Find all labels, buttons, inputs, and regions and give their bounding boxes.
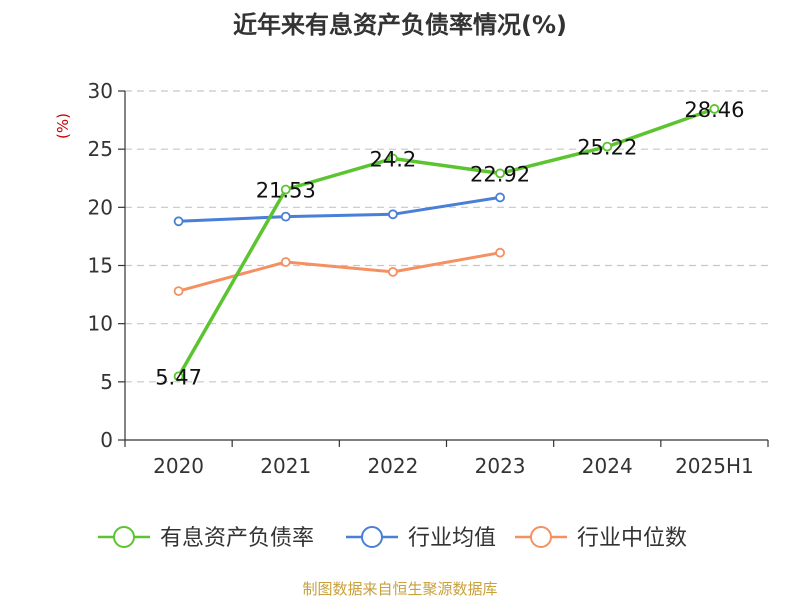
data-point[interactable] <box>388 209 398 220</box>
data-point[interactable] <box>495 247 505 258</box>
data-point[interactable] <box>280 211 291 222</box>
y-tick-label: 10 <box>88 312 113 336</box>
data-label: 25.22 <box>577 136 637 160</box>
y-tick-label: 20 <box>88 195 113 219</box>
data-label: 5.47 <box>155 365 202 389</box>
data-point[interactable] <box>602 141 613 152</box>
y-tick-label: 5 <box>100 370 113 394</box>
x-tick-label: 2020 <box>153 454 204 478</box>
series-line <box>178 251 501 293</box>
legend-label: 有息资产负债率 <box>160 526 314 551</box>
x-tick-label: 2023 <box>475 454 526 478</box>
y-tick-label: 0 <box>100 428 113 452</box>
data-point[interactable] <box>388 153 398 164</box>
data-label: 24.2 <box>370 147 417 171</box>
x-tick-label: 2025H1 <box>675 454 754 478</box>
legend-item-0[interactable]: 有息资产负债率 <box>98 526 314 551</box>
series-1 <box>173 192 505 227</box>
data-point[interactable] <box>280 257 291 267</box>
x-tick-label: 2024 <box>582 454 633 478</box>
data-point[interactable] <box>173 286 184 296</box>
data-point[interactable] <box>173 216 184 227</box>
y-tick-label: 30 <box>88 79 113 103</box>
grid-lines <box>125 90 768 383</box>
data-label: 21.53 <box>256 179 316 203</box>
x-tick-label: 2021 <box>260 454 311 478</box>
data-point[interactable] <box>388 266 398 277</box>
legend-marker <box>113 526 135 548</box>
chart-title: 近年来有息资产负债率情况(%) <box>233 11 567 39</box>
legend-marker <box>530 526 552 548</box>
y-tick-label: 25 <box>88 137 113 161</box>
source-note: 制图数据来自恒生聚源数据库 <box>302 580 497 598</box>
x-tick-label: 2022 <box>367 454 418 478</box>
legend-item-2[interactable]: 行业中位数 <box>515 526 687 551</box>
data-label: 28.46 <box>684 98 744 122</box>
series-line <box>178 195 501 223</box>
data-labels: 5.47 21.53 24.2 22.92 25.22 28.46 <box>155 98 744 389</box>
data-point[interactable] <box>280 184 291 195</box>
data-label: 22.92 <box>470 162 530 186</box>
legend-label: 行业均值 <box>408 526 496 551</box>
legend[interactable]: 有息资产负债率 行业均值 行业中位数 <box>98 526 687 551</box>
data-point[interactable] <box>495 168 505 179</box>
series-0 <box>173 104 720 382</box>
y-axis-label: (%) <box>54 113 72 139</box>
series-2 <box>173 247 505 296</box>
legend-item-1[interactable]: 行业均值 <box>346 526 496 551</box>
y-tick-label: 15 <box>88 254 113 278</box>
series-line <box>177 107 715 378</box>
data-point[interactable] <box>495 192 505 203</box>
axes: 0 5 10 15 20 25 30 2020 2021 2022 2023 2024 2025H1 <box>88 79 769 478</box>
legend-marker <box>361 526 383 548</box>
series-lines <box>173 104 720 382</box>
data-point[interactable] <box>173 371 184 382</box>
legend-label: 行业中位数 <box>577 526 687 551</box>
data-point[interactable] <box>709 104 720 114</box>
